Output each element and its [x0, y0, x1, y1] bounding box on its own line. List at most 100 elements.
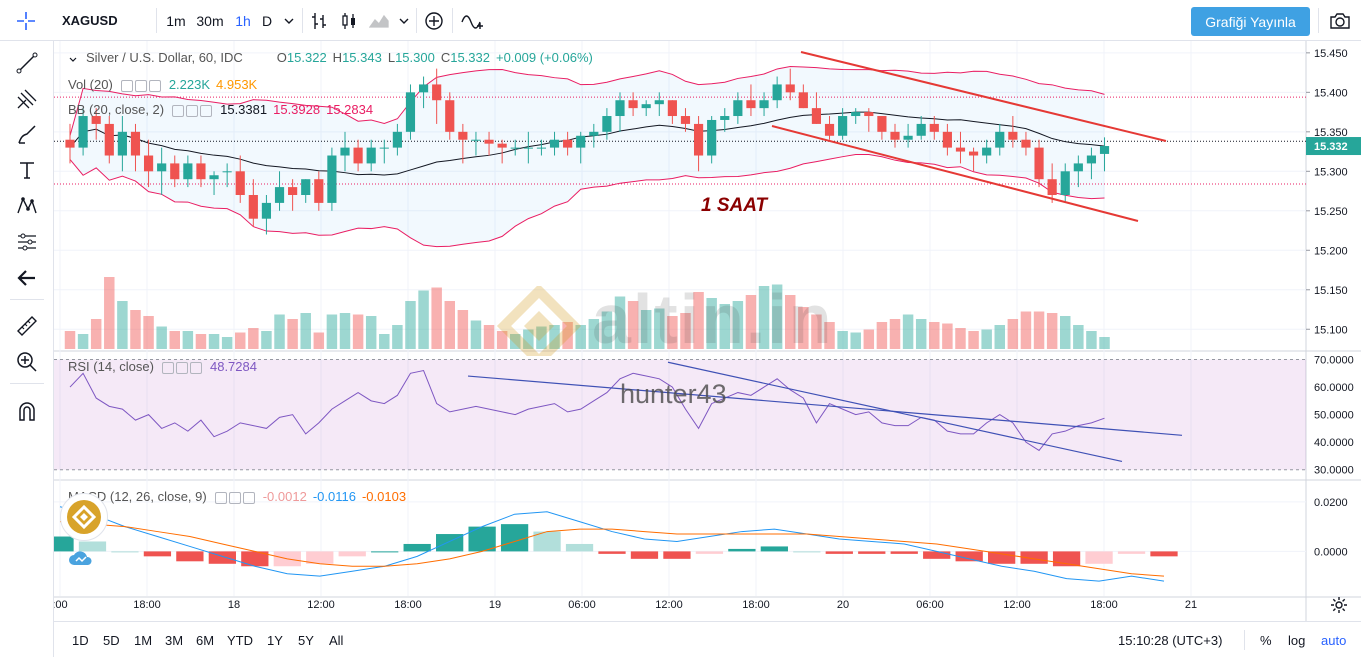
candle-body [432, 84, 442, 101]
macd-name[interactable]: MACD (12, 26, close, 9) [68, 489, 207, 504]
volume-bar [706, 298, 717, 349]
text-tool-icon[interactable] [12, 155, 42, 185]
macd-histogram-bar [371, 551, 399, 553]
candle-body [1008, 131, 1018, 140]
candle-body [104, 123, 114, 156]
back-arrow-icon[interactable] [12, 263, 42, 293]
candle-body [602, 116, 612, 132]
crosshair-icon[interactable] [4, 0, 48, 41]
volume-bar [1020, 311, 1032, 349]
chevron-down-icon[interactable] [396, 0, 412, 41]
add-compare-icon[interactable] [421, 0, 447, 41]
candle-body [523, 147, 533, 149]
candle-body [288, 187, 298, 195]
range-ytd[interactable]: YTD [227, 632, 253, 648]
open-value: 15.322 [286, 50, 327, 65]
bb-name[interactable]: BB (20, close, 2) [68, 102, 165, 117]
auto-toggle[interactable]: auto [1321, 632, 1347, 648]
candle-body [720, 116, 730, 120]
series-title[interactable]: Silver / U.S. Dollar, 60, IDC [86, 50, 243, 65]
indicators-icon[interactable] [458, 0, 488, 41]
legend-controls[interactable] [172, 102, 214, 117]
chart-canvas[interactable]: :00 18:00 18 12:00 18:00 19 06:00 12:00 18:00 20 0… [54, 41, 1361, 621]
ruler-icon[interactable] [12, 311, 42, 341]
pitchfork-icon[interactable] [12, 84, 42, 114]
current-price-tag [1306, 137, 1361, 156]
time-tick-label: 18:00 [394, 599, 422, 611]
cloud-icon[interactable] [66, 547, 96, 569]
candle-body [929, 123, 939, 132]
volume-bar [719, 304, 730, 349]
chart-area[interactable]: :00 18:00 18 12:00 18:00 19 06:00 12:00 18:00 20 0… [54, 41, 1361, 621]
range-all[interactable]: All [329, 632, 344, 648]
candle-body [497, 143, 507, 148]
prediction-icon[interactable] [12, 227, 42, 257]
high-value: 15.343 [342, 50, 382, 65]
chevron-down-icon[interactable] [279, 0, 299, 41]
range-1d[interactable]: 1D [72, 632, 89, 648]
legend-controls[interactable] [214, 489, 257, 504]
low-value: 15.300 [395, 50, 435, 65]
watermark-brand: altin.in [592, 280, 834, 358]
candle-body [693, 123, 704, 156]
bb-basis-value: 15.3381 [220, 102, 268, 117]
interval-1h[interactable]: 1h [235, 12, 251, 29]
candle-body [314, 179, 324, 203]
volume-name[interactable]: Vol (20) [68, 77, 113, 92]
volume-bar [1099, 337, 1110, 349]
bar-chart-icon[interactable] [306, 0, 332, 41]
time-tick-label: 18:00 [1090, 599, 1118, 611]
interval-30m[interactable]: 30m [196, 12, 224, 29]
symbol-search[interactable]: XAGUSD [62, 13, 118, 28]
magnet-icon[interactable] [12, 397, 42, 427]
interval-1m[interactable]: 1m [166, 12, 186, 29]
range-5d[interactable]: 5D [103, 632, 120, 648]
rsi-name[interactable]: RSI (14, close) [68, 359, 154, 374]
volume-bar [365, 316, 377, 349]
candlestick-icon[interactable] [336, 0, 362, 41]
macd-legend: MACD (12, 26, close, 9) -0.0012 -0.0116 … [68, 489, 406, 504]
interval-d[interactable]: D [261, 12, 273, 29]
volume-bar [483, 325, 495, 349]
range-1y[interactable]: 1Y [267, 632, 283, 648]
candle-body [510, 147, 520, 149]
pattern-icon[interactable] [12, 191, 42, 221]
volume-bar [627, 301, 639, 349]
zoom-in-icon[interactable] [12, 347, 42, 377]
settings-icon[interactable] [1328, 594, 1350, 616]
candle-body [353, 147, 363, 164]
watermark-logo [494, 283, 604, 369]
toolbar-divider [302, 8, 303, 33]
range-6m[interactable]: 6M [196, 632, 215, 648]
collapse-icon[interactable] [68, 52, 78, 64]
legend-controls[interactable] [161, 359, 204, 374]
volume-bar [90, 319, 102, 349]
area-chart-icon[interactable] [366, 0, 392, 41]
rsi-value: 48.7284 [209, 359, 257, 374]
volume-bar [496, 331, 508, 349]
log-toggle[interactable]: log [1288, 632, 1306, 648]
brand-logo-icon[interactable] [60, 493, 108, 541]
legend-controls[interactable] [120, 77, 163, 92]
annotation-label[interactable]: 1 SAAT [701, 195, 768, 216]
volume-bar [889, 319, 901, 349]
percent-toggle[interactable]: % [1260, 632, 1272, 648]
candle-body [248, 195, 258, 219]
range-3m[interactable]: 3M [165, 632, 184, 648]
candle-body [942, 131, 952, 148]
range-1m[interactable]: 1M [134, 632, 153, 648]
publish-button[interactable]: Grafiği Yayınla [1191, 7, 1310, 36]
camera-icon[interactable] [1324, 0, 1356, 41]
clock-timezone[interactable]: 15:10:28 (UTC+3) [1118, 632, 1223, 648]
candle-body [851, 112, 861, 117]
range-5y[interactable]: 5Y [298, 632, 314, 648]
top-toolbar: XAGUSD 1m 30m 1h D Grafiği Yayınla [0, 0, 1361, 41]
trend-line-icon[interactable] [12, 48, 42, 78]
brush-icon[interactable] [12, 120, 42, 150]
volume-bar [470, 320, 482, 349]
volume-bar [798, 307, 809, 349]
time-tick-label: 18:00 [742, 599, 770, 611]
macd-tick-label: 0.0000 [1314, 546, 1348, 558]
bb-basis-line [69, 111, 1105, 176]
volume-bar [654, 308, 665, 349]
